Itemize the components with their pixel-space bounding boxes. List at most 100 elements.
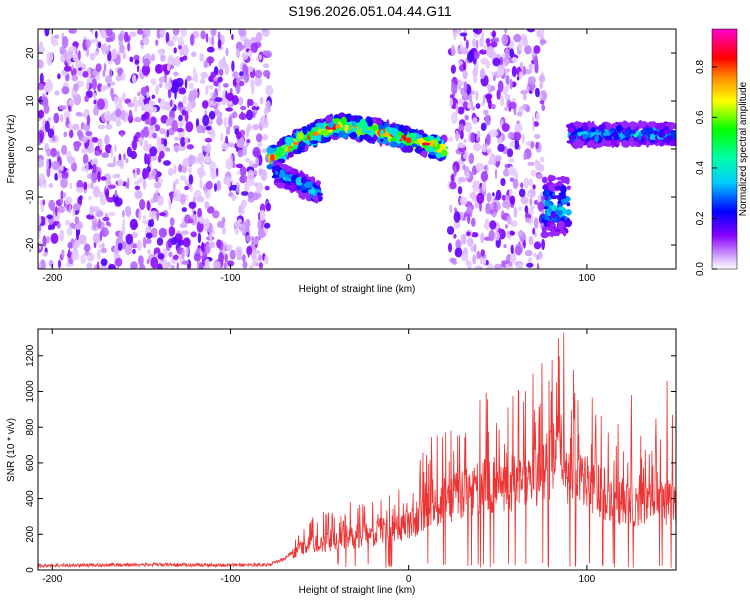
heatmap-cell [235, 82, 241, 95]
heatmap-cell [284, 165, 293, 171]
heatmap-cell [453, 211, 461, 223]
heatmap-cell [196, 196, 205, 203]
heatmap-cell [132, 74, 137, 84]
heatmap-cell [184, 78, 188, 89]
heatmap-cell [525, 217, 531, 223]
heatmap-cell [134, 185, 141, 191]
heatmap-cell [246, 126, 250, 138]
heatmap-cell [139, 263, 146, 269]
heatmap-cell [285, 155, 290, 160]
heatmap-cell [565, 219, 572, 228]
heatmap-cell [473, 243, 477, 253]
heatmap-cell [247, 246, 250, 258]
heatmap-cell [142, 236, 147, 249]
heatmap-cell [495, 159, 500, 168]
heatmap-cell [534, 134, 541, 139]
heatmap-cell [235, 163, 244, 169]
heatmap-cell [336, 124, 341, 129]
heatmap-cell [533, 241, 542, 250]
heatmap-cell [159, 29, 167, 36]
heatmap-cell [520, 196, 529, 205]
heatmap-cell [200, 250, 203, 257]
heatmap-cell [389, 123, 396, 128]
heatmap-cell [505, 74, 510, 85]
heatmap-cell [173, 164, 177, 175]
heatmap-cell [495, 37, 500, 43]
heatmap-cell [131, 232, 139, 239]
heatmap-cell [152, 132, 158, 139]
heatmap-cell [557, 194, 567, 200]
heatmap-cell [470, 90, 476, 95]
heatmap-cell [156, 237, 164, 246]
heatmap-cell [83, 243, 91, 253]
heatmap-cell [181, 109, 186, 116]
heatmap-cell [59, 165, 64, 172]
heatmap-cell [254, 75, 262, 87]
heatmap-cell [239, 166, 247, 177]
heatmap-cell [390, 141, 399, 148]
heatmap-cell [172, 34, 178, 42]
heatmap-cell [200, 30, 206, 40]
heatmap-cell [75, 187, 85, 193]
heatmap-cell [475, 103, 481, 109]
heatmap-cell [205, 85, 209, 96]
heatmap-cell [225, 126, 231, 136]
heatmap-cell [245, 218, 251, 229]
heatmap-cell [220, 95, 227, 105]
heatmap-cell [259, 115, 268, 128]
heatmap-cell [463, 153, 469, 159]
heatmap-cell [480, 122, 487, 131]
spectrogram-y-label: Frequency (Hz) [6, 115, 17, 184]
heatmap-cell [325, 114, 332, 124]
heatmap-cell [231, 60, 235, 72]
heatmap-cell [98, 191, 104, 199]
heatmap-cell [166, 261, 171, 268]
heatmap-cell [199, 53, 204, 62]
heatmap-cell [134, 101, 138, 113]
heatmap-cell [242, 145, 247, 157]
heatmap-cell [177, 36, 184, 48]
heatmap-cell [205, 180, 213, 190]
heatmap-cell [302, 125, 308, 135]
heatmap-cell [92, 222, 97, 230]
heatmap-cell [488, 51, 498, 60]
heatmap-cell [338, 130, 344, 138]
heatmap-cell [172, 181, 176, 192]
y-tick-label: 600 [25, 454, 36, 471]
heatmap-cell [504, 48, 510, 60]
heatmap-cell [99, 231, 103, 241]
heatmap-cell [459, 130, 464, 140]
heatmap-cell [530, 169, 537, 177]
heatmap-cell [158, 82, 163, 88]
heatmap-cell [96, 98, 105, 110]
heatmap-cell [47, 116, 52, 122]
heatmap-cell [58, 105, 67, 111]
y-tick-label: 10 [25, 95, 36, 107]
heatmap-cell [520, 182, 524, 189]
heatmap-cell [44, 120, 50, 133]
heatmap-cell [102, 85, 111, 90]
heatmap-cell [469, 192, 477, 200]
heatmap-cell [497, 143, 505, 153]
heatmap-cell [86, 262, 93, 269]
heatmap-cell [235, 77, 241, 84]
heatmap-cell [179, 223, 188, 229]
heatmap-cell [38, 46, 46, 53]
heatmap-cell [474, 29, 483, 35]
heatmap-cell [460, 234, 464, 246]
heatmap-cell [449, 97, 453, 107]
heatmap-cell [223, 116, 228, 128]
heatmap-cell [621, 123, 629, 129]
heatmap-cell [128, 109, 133, 120]
heatmap-cell [252, 238, 259, 245]
heatmap-cell [225, 107, 234, 112]
heatmap-cell [246, 139, 251, 144]
heatmap-cell [48, 183, 54, 188]
heatmap-cell [529, 205, 536, 210]
heatmap-cell [170, 82, 179, 94]
heatmap-cell [190, 231, 197, 238]
heatmap-cell [89, 29, 94, 33]
heatmap-cell [433, 138, 438, 148]
heatmap-cell [53, 112, 60, 124]
heatmap-cell [538, 251, 543, 260]
